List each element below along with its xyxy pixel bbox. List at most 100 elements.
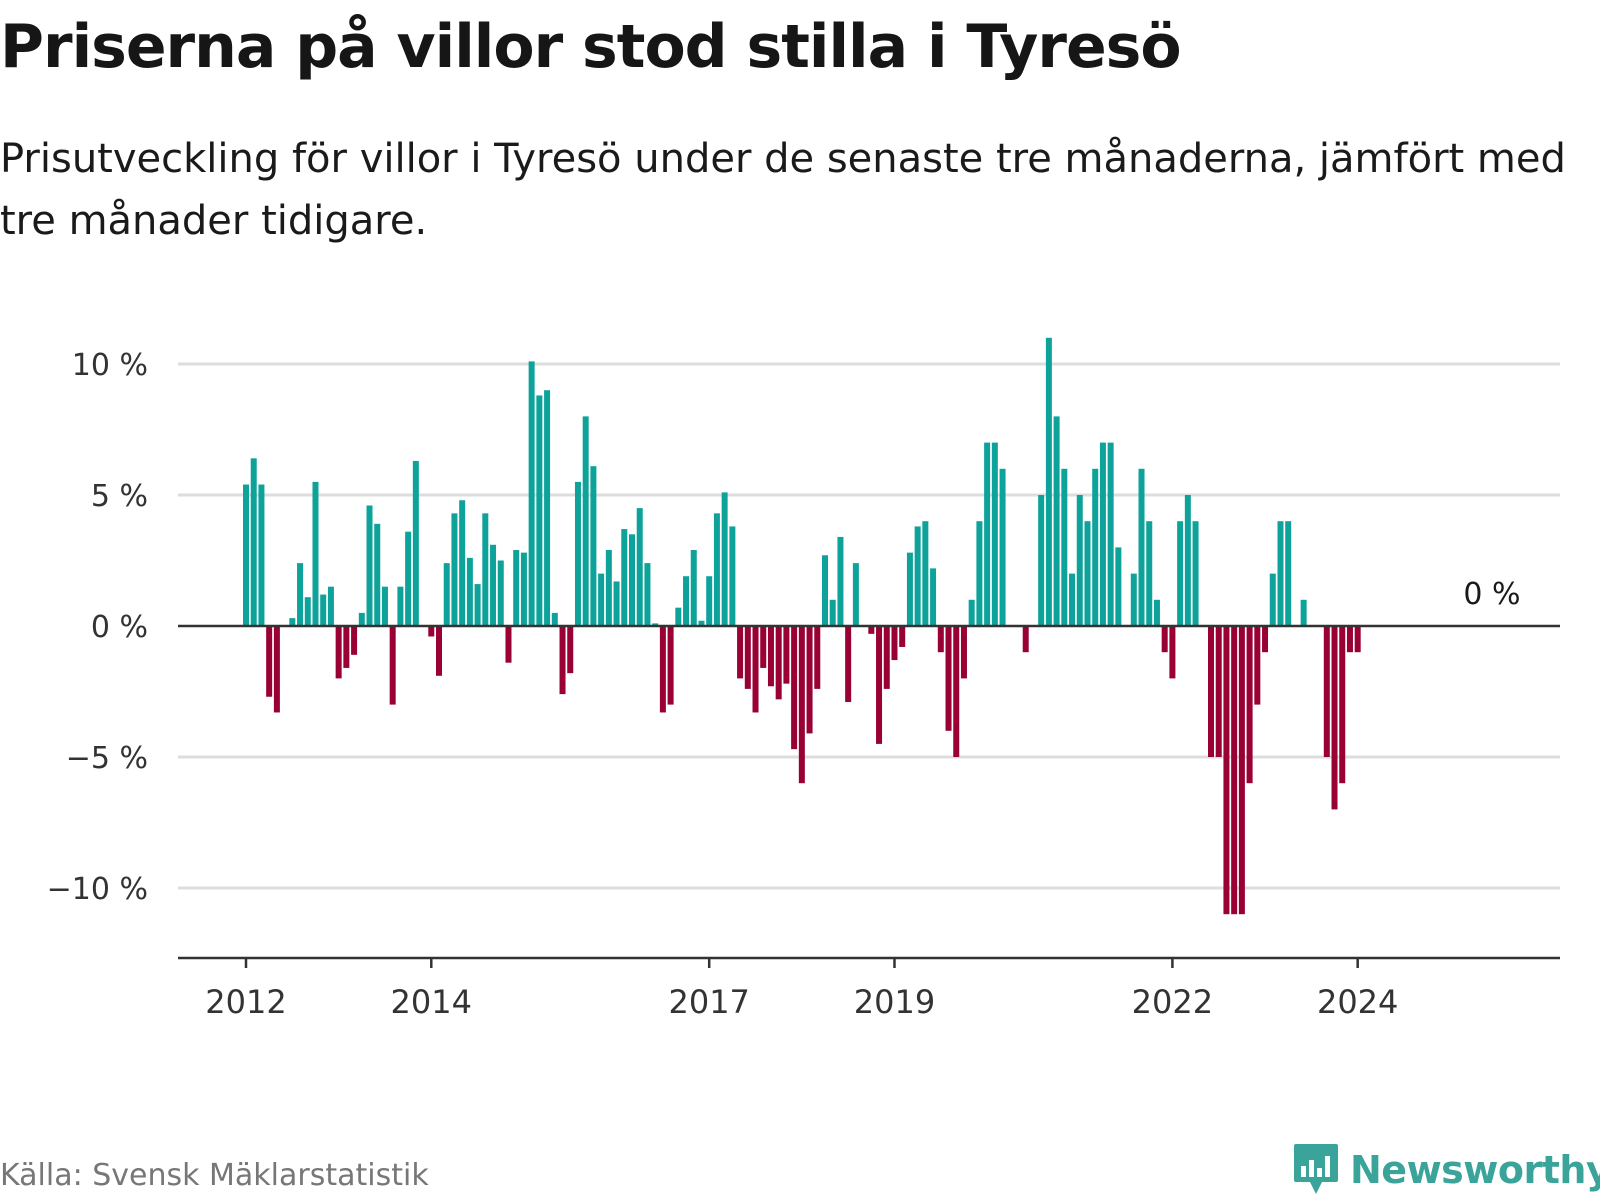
bar-positive bbox=[636, 508, 643, 626]
bar-positive bbox=[451, 513, 458, 626]
bar-positive bbox=[621, 529, 628, 626]
bar-positive bbox=[999, 468, 1006, 626]
bar-positive bbox=[312, 481, 319, 626]
bar-positive bbox=[1192, 521, 1199, 626]
bar-negative bbox=[1246, 626, 1253, 784]
bar-negative bbox=[1354, 626, 1361, 653]
bar-negative bbox=[814, 626, 821, 689]
bar-negative bbox=[775, 626, 782, 700]
bar-positive bbox=[629, 534, 635, 626]
bar-negative bbox=[1254, 626, 1261, 705]
x-axis: 2012 2014 2017 2019 2022 2024 bbox=[178, 956, 1560, 1021]
bar-positive bbox=[1107, 442, 1114, 626]
y-tick-label: 5 % bbox=[91, 479, 148, 514]
y-axis: 10 % 5 % 0 % −5 % −10 % bbox=[47, 348, 148, 907]
bar-negative bbox=[436, 626, 442, 676]
last-value-label: 0 % bbox=[1463, 577, 1520, 612]
bar-negative bbox=[505, 626, 512, 663]
bar-positive bbox=[551, 612, 558, 626]
chart-title: Priserna på villor stod stilla i Tyresö bbox=[0, 12, 1182, 82]
bar-negative bbox=[760, 626, 767, 668]
bar-negative bbox=[783, 626, 790, 684]
brand-name: Newsworthy bbox=[1350, 1148, 1600, 1192]
bar-positive bbox=[1115, 547, 1122, 626]
bar-positive bbox=[644, 563, 651, 626]
bar-negative bbox=[667, 626, 674, 705]
bar-positive bbox=[250, 458, 257, 626]
bar-positive bbox=[497, 560, 504, 626]
bar-positive bbox=[1053, 416, 1060, 626]
bar-negative bbox=[883, 626, 890, 689]
bar-negative bbox=[891, 626, 898, 661]
bar-negative bbox=[806, 626, 813, 734]
bars bbox=[243, 337, 1361, 915]
bar-positive bbox=[304, 597, 311, 626]
bar-positive bbox=[528, 361, 535, 626]
x-tick-label: 2019 bbox=[854, 983, 935, 1021]
bar-negative bbox=[1223, 626, 1230, 915]
bar-positive bbox=[598, 573, 605, 626]
bar-positive bbox=[412, 460, 419, 626]
bar-positive bbox=[852, 563, 859, 626]
bar-positive bbox=[582, 416, 589, 626]
bar-positive bbox=[366, 505, 373, 626]
bar-positive bbox=[1300, 599, 1307, 626]
bar-positive bbox=[690, 550, 697, 626]
bar-positive bbox=[397, 586, 404, 626]
bar-negative bbox=[1323, 626, 1330, 757]
bar-positive bbox=[675, 607, 682, 626]
bar-positive bbox=[829, 599, 836, 626]
bar-positive bbox=[459, 500, 466, 626]
chart-subtitle: Prisutveckling för villor i Tyresö under… bbox=[0, 136, 1566, 244]
bar-negative bbox=[868, 626, 875, 634]
bar-positive bbox=[1130, 573, 1137, 626]
bar-positive bbox=[544, 390, 551, 626]
bar-positive bbox=[713, 513, 720, 626]
bar-positive bbox=[1146, 521, 1153, 626]
bar-positive bbox=[1092, 468, 1099, 626]
bar-negative bbox=[428, 626, 435, 637]
bar-negative bbox=[798, 626, 805, 784]
bar-positive bbox=[1076, 495, 1083, 626]
bar-positive bbox=[968, 599, 975, 626]
bar-negative bbox=[1231, 626, 1238, 915]
bar-positive bbox=[490, 544, 497, 626]
x-tick-label: 2022 bbox=[1132, 983, 1213, 1021]
bar-positive bbox=[474, 584, 481, 626]
bar-positive bbox=[574, 481, 581, 626]
bar-positive bbox=[906, 552, 913, 626]
bar-positive bbox=[1138, 468, 1145, 626]
bar-positive bbox=[1184, 495, 1191, 626]
bar-positive bbox=[1285, 521, 1292, 626]
bar-positive bbox=[1045, 337, 1052, 626]
source-note: Källa: Svensk Mäklarstatistik bbox=[0, 1158, 429, 1193]
bar-positive bbox=[536, 395, 543, 626]
bar-positive bbox=[683, 576, 690, 626]
x-tick-label: 2012 bbox=[205, 983, 286, 1021]
bar-negative bbox=[1169, 626, 1176, 679]
bar-positive bbox=[1277, 521, 1284, 626]
bar-positive bbox=[991, 442, 998, 626]
bar-negative bbox=[791, 626, 798, 750]
bar-positive bbox=[482, 513, 489, 626]
newsworthy-logo[interactable]: Newsworthy bbox=[1292, 1140, 1600, 1200]
bar-positive bbox=[443, 563, 450, 626]
bar-positive bbox=[513, 550, 520, 626]
bar-negative bbox=[737, 626, 744, 679]
bar-positive bbox=[1038, 495, 1045, 626]
bar-negative bbox=[1238, 626, 1245, 915]
bar-positive bbox=[381, 586, 388, 626]
bar-positive bbox=[984, 442, 991, 626]
bar-positive bbox=[1084, 521, 1091, 626]
bar-negative bbox=[659, 626, 666, 713]
y-tick-label: 10 % bbox=[72, 348, 148, 383]
bar-positive bbox=[258, 484, 265, 626]
bar-negative bbox=[845, 626, 852, 702]
bar-positive bbox=[297, 563, 304, 626]
bar-positive bbox=[822, 555, 828, 626]
x-tick-label: 2014 bbox=[391, 983, 472, 1021]
bar-positive bbox=[605, 550, 612, 626]
bar-negative bbox=[1022, 626, 1029, 653]
bar-positive bbox=[520, 552, 527, 626]
bar-positive bbox=[1069, 573, 1076, 626]
